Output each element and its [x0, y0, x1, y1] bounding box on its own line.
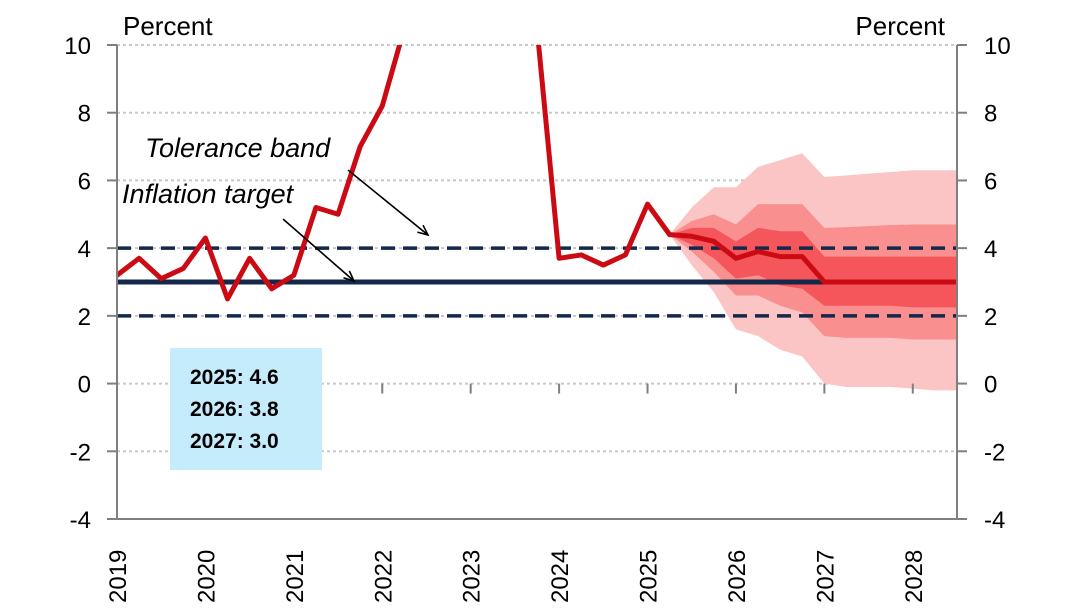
x-tick-label: 2020 — [193, 550, 220, 603]
y-tick-label-left: 8 — [78, 101, 91, 128]
y-tick-label-right: 4 — [984, 236, 997, 263]
forecast-callout: 2025: 4.6 2026: 3.8 2027: 3.0 — [170, 348, 322, 470]
y-tick-label-right: -2 — [984, 439, 1005, 466]
inflation-series-forecast — [667, 232, 957, 285]
y-tick-label-right: 10 — [984, 33, 1011, 60]
tolerance-band-arrow — [347, 169, 430, 237]
x-tick-label: 2021 — [282, 550, 309, 603]
y-tick-label-left: 6 — [78, 168, 91, 195]
x-tick-label: 2022 — [370, 550, 397, 603]
y-tick-label-right: -4 — [984, 507, 1005, 534]
inflation-series-actual — [117, 45, 673, 302]
x-tick-label: 2027 — [812, 550, 839, 603]
y-tick-label-right: 8 — [984, 101, 997, 128]
callout-line-2026: 2026: 3.8 — [190, 398, 279, 421]
inflation-target-arrow-head — [343, 270, 356, 283]
callout-line-2025: 2025: 4.6 — [190, 366, 279, 389]
x-tick-label: 2026 — [724, 550, 751, 603]
x-tick-label: 2023 — [459, 550, 486, 603]
y-tick-label-left: 4 — [78, 236, 91, 263]
y-tick-label-right: 2 — [984, 304, 997, 331]
y-tick-label-left: 0 — [78, 372, 91, 399]
x-tick-label: 2028 — [901, 550, 928, 603]
y-tick-label-left: 10 — [64, 33, 91, 60]
x-tick-label: 2019 — [105, 550, 132, 603]
callout-line-2027: 2027: 3.0 — [190, 430, 279, 453]
tolerance-band-arrow-head — [417, 224, 430, 237]
inflation-target-arrow — [282, 218, 356, 283]
tolerance-band-arrow-shaft — [347, 169, 429, 236]
annotation-inflation-target: Inflation target — [122, 179, 295, 209]
x-tick-label: 2024 — [547, 550, 574, 603]
y-tick-label-left: -2 — [70, 439, 91, 466]
y-tick-label-right: 6 — [984, 168, 997, 195]
x-tick-label: 2025 — [636, 550, 663, 603]
y-tick-label-right: 0 — [984, 372, 997, 399]
y-axis-left-unit-label: Percent — [123, 11, 213, 41]
annotation-tolerance-band: Tolerance band — [145, 133, 331, 163]
y-axis-right-unit-label: Percent — [855, 11, 945, 41]
y-tick-label-left: 2 — [78, 304, 91, 331]
inflation-target-arrow-shaft — [282, 218, 355, 282]
y-tick-label-left: -4 — [70, 507, 91, 534]
